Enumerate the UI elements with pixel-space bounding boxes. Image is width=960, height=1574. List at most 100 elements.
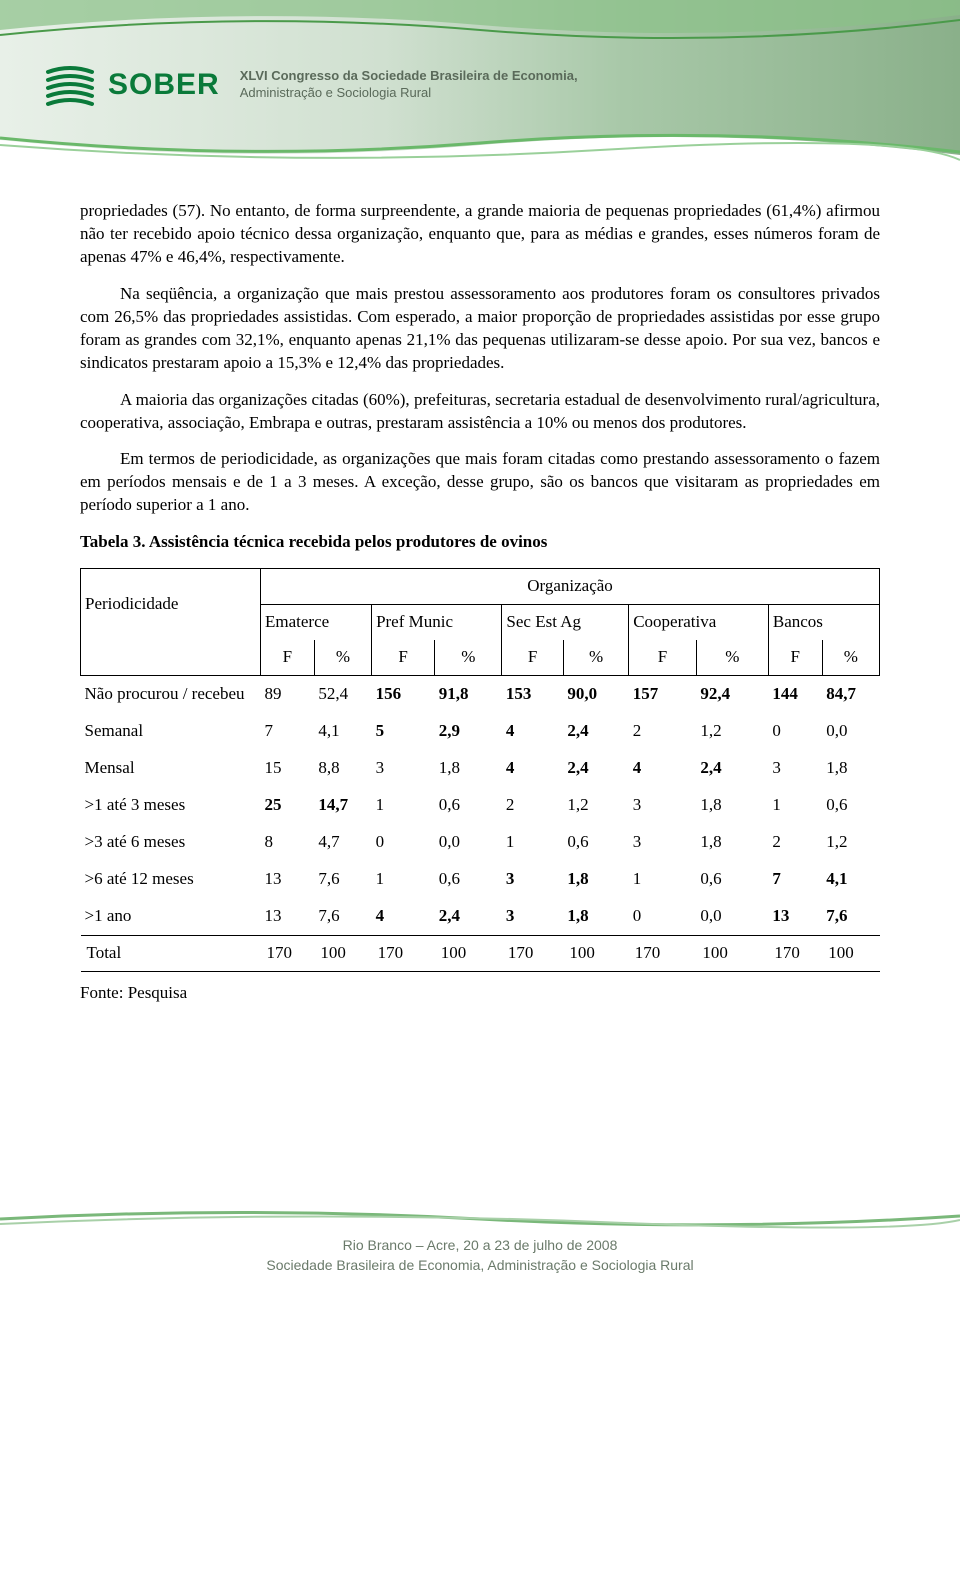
table-row: Mensal158,831,842,442,431,8 [81, 750, 880, 787]
table-cell: 15 [261, 750, 315, 787]
table-row: >1 até 3 meses2514,710,621,231,810,6 [81, 787, 880, 824]
sub-f: F [768, 640, 822, 675]
table-cell: 25 [261, 787, 315, 824]
table-cell: 7 [768, 861, 822, 898]
sub-pct: % [696, 640, 768, 675]
table-cell: 0,6 [696, 861, 768, 898]
total-v8: 170 [768, 935, 822, 971]
table-cell: 0 [768, 713, 822, 750]
table-cell: 144 [768, 676, 822, 713]
table-cell: 14,7 [314, 787, 371, 824]
table-cell: 2 [502, 787, 563, 824]
table-cell: 1,2 [822, 824, 879, 861]
table-cell: 0 [372, 824, 435, 861]
table-cell: 153 [502, 676, 563, 713]
col-prefmunic: Pref Munic [372, 605, 502, 640]
table-row: >3 até 6 meses84,700,010,631,821,2 [81, 824, 880, 861]
paragraph-4: Em termos de periodicidade, as organizaç… [80, 448, 880, 517]
sub-pct: % [314, 640, 371, 675]
page-header: SOBER XLVI Congresso da Sociedade Brasil… [0, 0, 960, 170]
total-v5: 100 [563, 935, 628, 971]
table-cell: 2,4 [696, 750, 768, 787]
total-row: Total 170 100 170 100 170 100 170 100 17… [81, 935, 880, 971]
congress-line2: Administração e Sociologia Rural [240, 85, 578, 102]
table-cell: 52,4 [314, 676, 371, 713]
table-cell: 1,8 [563, 898, 628, 935]
table-cell: 3 [768, 750, 822, 787]
organizacao-header: Organização [261, 569, 880, 605]
table-cell: 0,6 [563, 824, 628, 861]
col-cooperativa: Cooperativa [629, 605, 769, 640]
sub-f: F [372, 640, 435, 675]
logo-icon [40, 60, 100, 110]
paragraph-2: Na seqüência, a organização que mais pre… [80, 283, 880, 375]
table-row: Semanal74,152,942,421,200,0 [81, 713, 880, 750]
table-cell: 7 [261, 713, 315, 750]
total-v3: 100 [435, 935, 502, 971]
paragraph-3: A maioria das organizações citadas (60%)… [80, 389, 880, 435]
footer-text: Rio Branco – Acre, 20 a 23 de julho de 2… [0, 1204, 960, 1275]
total-v0: 170 [261, 935, 315, 971]
col-secestag: Sec Est Ag [502, 605, 629, 640]
row-label: >1 até 3 meses [81, 787, 261, 824]
table-cell: 1,8 [696, 787, 768, 824]
congress-info: XLVI Congresso da Sociedade Brasileira d… [240, 68, 578, 102]
table-cell: 2,4 [435, 898, 502, 935]
table-cell: 0,6 [822, 787, 879, 824]
subheader-row: F % F % F % F % F % [81, 640, 880, 675]
table-cell: 4 [502, 750, 563, 787]
table-cell: 8,8 [314, 750, 371, 787]
blank-cell [81, 640, 261, 675]
table-cell: 5 [372, 713, 435, 750]
table-cell: 13 [261, 861, 315, 898]
table-cell: 0,6 [435, 787, 502, 824]
table-caption: Tabela 3. Assistência técnica recebida p… [80, 531, 880, 554]
table-cell: 1 [502, 824, 563, 861]
table-cell: 1,8 [696, 824, 768, 861]
table-cell: 3 [372, 750, 435, 787]
table-cell: 1,2 [696, 713, 768, 750]
table-cell: 157 [629, 676, 697, 713]
total-v7: 100 [696, 935, 768, 971]
total-v9: 100 [822, 935, 879, 971]
table-cell: 3 [502, 861, 563, 898]
table-cell: 0,0 [822, 713, 879, 750]
total-v6: 170 [629, 935, 697, 971]
footer-line1: Rio Branco – Acre, 20 a 23 de julho de 2… [0, 1236, 960, 1256]
sub-pct: % [822, 640, 879, 675]
table-cell: 3 [629, 824, 697, 861]
table-cell: 92,4 [696, 676, 768, 713]
sub-f: F [261, 640, 315, 675]
table-row: >6 até 12 meses137,610,631,810,674,1 [81, 861, 880, 898]
table-cell: 4,1 [822, 861, 879, 898]
row-label: >3 até 6 meses [81, 824, 261, 861]
table-cell: 90,0 [563, 676, 628, 713]
sub-f: F [502, 640, 563, 675]
table-cell: 1,2 [563, 787, 628, 824]
table-cell: 2 [768, 824, 822, 861]
sub-pct: % [563, 640, 628, 675]
table-cell: 89 [261, 676, 315, 713]
table-cell: 1 [372, 861, 435, 898]
table-cell: 7,6 [314, 898, 371, 935]
table-cell: 4,1 [314, 713, 371, 750]
row-label: Mensal [81, 750, 261, 787]
table-cell: 1,8 [435, 750, 502, 787]
total-v1: 100 [314, 935, 371, 971]
table-cell: 4,7 [314, 824, 371, 861]
table-source: Fonte: Pesquisa [80, 982, 880, 1005]
table-cell: 91,8 [435, 676, 502, 713]
row-label: Não procurou / recebeu [81, 676, 261, 713]
congress-line1: XLVI Congresso da Sociedade Brasileira d… [240, 68, 578, 85]
total-v4: 170 [502, 935, 563, 971]
table-cell: 1,8 [822, 750, 879, 787]
row-label: >1 ano [81, 898, 261, 935]
table-row: Não procurou / recebeu8952,415691,815390… [81, 676, 880, 713]
table-cell: 2,9 [435, 713, 502, 750]
table-cell: 3 [629, 787, 697, 824]
periodicidade-header: Periodicidade [81, 569, 261, 640]
sub-f: F [629, 640, 697, 675]
footer-line2: Sociedade Brasileira de Economia, Admini… [0, 1256, 960, 1276]
table-cell: 2,4 [563, 750, 628, 787]
table-cell: 2 [629, 713, 697, 750]
